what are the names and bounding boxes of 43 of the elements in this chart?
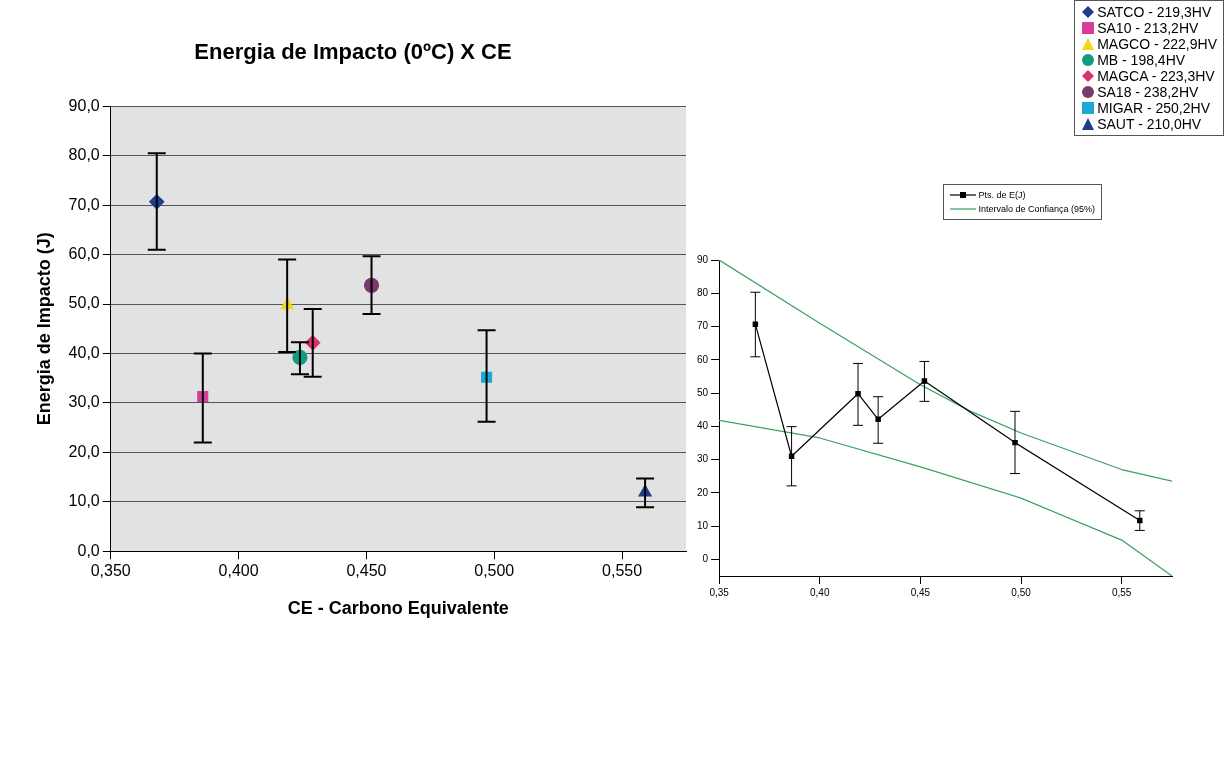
y-tick-label: 20,0	[68, 442, 100, 460]
legend-label: MIGAR - 250,2HV	[1097, 100, 1210, 116]
y-tick-label: 30,0	[68, 393, 100, 411]
x-tick-label: 0,35	[709, 586, 730, 598]
x-tick-label: 0,45	[910, 586, 931, 598]
y-tick-label: 50,0	[68, 294, 100, 312]
x-tick-label: 0,50	[1011, 586, 1032, 598]
x-tick-label: 0,350	[90, 562, 131, 580]
legend-label: MAGCO - 222,9HV	[1097, 36, 1217, 52]
x-tick-label: 0,55	[1111, 586, 1132, 598]
y-tick-label: 70,0	[68, 195, 100, 213]
y-tick-label: 80	[697, 287, 709, 299]
y-tick-label: 70	[697, 320, 709, 332]
y-tick-label: 40,0	[68, 343, 100, 361]
legend-label: SA18 - 238,2HV	[1097, 84, 1199, 100]
y-tick-label: 0,0	[77, 541, 100, 559]
y-tick-label: 10	[697, 519, 709, 531]
y-tick-label: 50	[697, 386, 709, 398]
y-tick-label: 90,0	[68, 96, 100, 114]
legend-label: SAUT - 210,0HV	[1097, 116, 1202, 132]
legend-label: Intervalo de Confiança (95%)	[978, 204, 1095, 214]
y-tick-label: 40	[697, 420, 709, 432]
y-tick-label: 30	[697, 453, 709, 465]
legend-label: SA10 - 213,2HV	[1097, 20, 1199, 36]
x-tick-label: 0,500	[474, 562, 515, 580]
x-tick-label: 0,400	[218, 562, 259, 580]
x-tick-label: 0,450	[346, 562, 387, 580]
x-tick-label: 0,550	[602, 562, 643, 580]
y-axis-title: Energia de Impacto (J)	[33, 232, 54, 426]
chart-title: Energia de Impacto (0ºC) X CE	[194, 39, 512, 65]
y-tick-label: 10,0	[68, 492, 100, 510]
y-tick-label: 20	[697, 486, 709, 498]
y-tick-label: 0	[702, 553, 709, 565]
y-tick-label: 60	[697, 353, 709, 365]
legend-label: SATCO - 219,3HV	[1097, 4, 1212, 20]
y-tick-label: 80,0	[68, 146, 100, 164]
y-tick-label: 90	[697, 253, 709, 265]
y-tick-label: 60,0	[68, 245, 100, 263]
legend-label: MB - 198,4HV	[1097, 52, 1186, 68]
x-tick-label: 0,40	[810, 586, 830, 598]
x-axis-title: CE - Carbono Equivalente	[287, 598, 509, 619]
legend-label: Pts. de E(J)	[978, 190, 1026, 200]
legend-label: MAGCA - 223,3HV	[1097, 68, 1215, 84]
